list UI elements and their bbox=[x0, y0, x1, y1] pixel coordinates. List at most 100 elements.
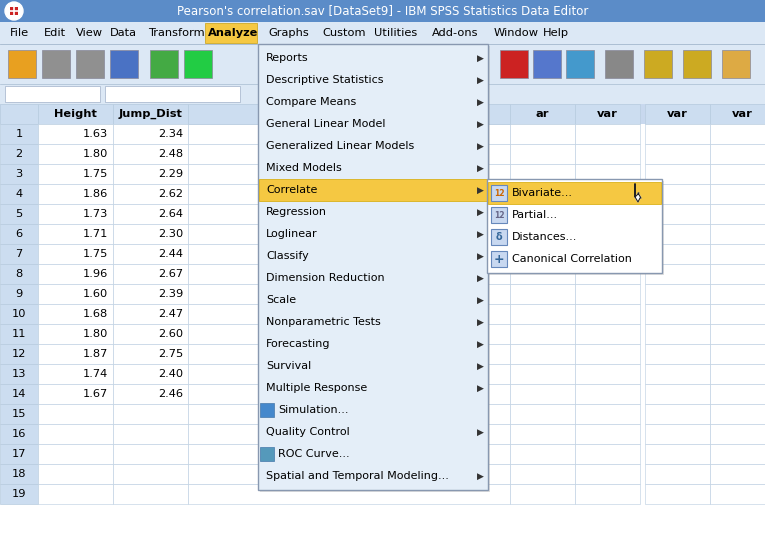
Bar bbox=[645, 244, 710, 264]
Bar bbox=[491, 229, 507, 245]
Bar bbox=[575, 364, 640, 384]
Bar bbox=[722, 50, 750, 78]
Bar bbox=[575, 264, 640, 284]
Bar bbox=[188, 464, 510, 484]
Bar bbox=[645, 384, 710, 404]
Text: Generalized Linear Models: Generalized Linear Models bbox=[266, 141, 415, 151]
Text: Canonical Correlation: Canonical Correlation bbox=[512, 254, 632, 264]
Bar bbox=[575, 344, 640, 364]
Bar bbox=[575, 124, 640, 144]
Text: ▶: ▶ bbox=[477, 251, 483, 261]
Bar bbox=[0, 224, 38, 244]
Bar bbox=[113, 384, 188, 404]
Bar bbox=[645, 304, 710, 324]
Bar bbox=[575, 464, 640, 484]
Bar bbox=[710, 244, 765, 264]
Bar bbox=[488, 182, 661, 204]
Bar bbox=[710, 344, 765, 364]
Text: Descriptive Statistics: Descriptive Statistics bbox=[266, 75, 383, 85]
Bar bbox=[113, 444, 188, 464]
Text: 2.40: 2.40 bbox=[158, 369, 183, 379]
Text: Regression: Regression bbox=[266, 207, 327, 217]
Bar bbox=[710, 284, 765, 304]
Bar bbox=[710, 404, 765, 424]
Text: Transform: Transform bbox=[148, 28, 204, 38]
Bar bbox=[645, 144, 710, 164]
Bar bbox=[0, 244, 38, 264]
Bar bbox=[710, 204, 765, 224]
Text: ▶: ▶ bbox=[477, 340, 483, 349]
Bar bbox=[113, 404, 188, 424]
Bar bbox=[491, 207, 507, 223]
Text: 2.48: 2.48 bbox=[158, 149, 183, 159]
Bar bbox=[150, 50, 178, 78]
Bar bbox=[575, 184, 640, 204]
Text: 2.64: 2.64 bbox=[158, 209, 183, 219]
Bar bbox=[113, 224, 188, 244]
Bar bbox=[510, 464, 575, 484]
Text: Quality Control: Quality Control bbox=[266, 427, 350, 437]
Text: Reports: Reports bbox=[266, 53, 308, 63]
Text: ▶: ▶ bbox=[477, 230, 483, 239]
Text: Jump_Dist: Jump_Dist bbox=[119, 109, 182, 119]
Bar bbox=[0, 124, 38, 144]
Text: 1.87: 1.87 bbox=[83, 349, 108, 359]
Text: 2.46: 2.46 bbox=[158, 389, 183, 399]
Bar bbox=[188, 184, 510, 204]
Bar bbox=[605, 50, 633, 78]
Bar bbox=[645, 424, 710, 444]
Bar bbox=[188, 124, 510, 144]
Text: +: + bbox=[493, 252, 504, 266]
Bar bbox=[0, 304, 38, 324]
Text: ▶: ▶ bbox=[477, 471, 483, 480]
Bar bbox=[38, 424, 113, 444]
Bar bbox=[510, 244, 575, 264]
Bar bbox=[533, 50, 561, 78]
Bar bbox=[575, 404, 640, 424]
Bar bbox=[710, 324, 765, 344]
Text: Loglinear: Loglinear bbox=[266, 229, 317, 239]
Bar bbox=[113, 424, 188, 444]
Bar bbox=[575, 444, 640, 464]
Bar bbox=[575, 324, 640, 344]
Bar bbox=[645, 444, 710, 464]
Bar bbox=[489, 181, 664, 275]
Text: Height: Height bbox=[54, 109, 97, 119]
Bar bbox=[710, 124, 765, 144]
Text: Partial...: Partial... bbox=[512, 210, 558, 220]
Text: 1.75: 1.75 bbox=[83, 169, 108, 179]
Text: 1.73: 1.73 bbox=[83, 209, 108, 219]
Bar bbox=[710, 444, 765, 464]
Text: ▶: ▶ bbox=[477, 384, 483, 393]
Bar bbox=[710, 484, 765, 504]
Bar bbox=[645, 164, 710, 184]
Bar bbox=[710, 164, 765, 184]
Bar bbox=[510, 184, 575, 204]
Text: 1.67: 1.67 bbox=[83, 389, 108, 399]
Text: ▶: ▶ bbox=[477, 163, 483, 172]
Bar bbox=[575, 144, 640, 164]
Bar bbox=[38, 304, 113, 324]
Bar bbox=[645, 324, 710, 344]
Text: 7: 7 bbox=[15, 249, 23, 259]
Bar bbox=[575, 224, 640, 244]
Bar bbox=[487, 179, 662, 273]
Text: Forecasting: Forecasting bbox=[266, 339, 330, 349]
Bar bbox=[113, 144, 188, 164]
Bar bbox=[510, 104, 575, 124]
Bar bbox=[645, 184, 710, 204]
Bar bbox=[500, 50, 528, 78]
Bar bbox=[491, 251, 507, 267]
Text: 4: 4 bbox=[15, 189, 22, 199]
Text: Mixed Models: Mixed Models bbox=[266, 163, 342, 173]
Bar bbox=[38, 484, 113, 504]
Bar bbox=[76, 50, 104, 78]
Text: 1.80: 1.80 bbox=[83, 329, 108, 339]
Text: 12: 12 bbox=[11, 349, 26, 359]
Bar bbox=[0, 84, 765, 104]
Bar bbox=[260, 46, 490, 492]
Bar bbox=[38, 324, 113, 344]
Bar bbox=[575, 384, 640, 404]
Bar bbox=[0, 364, 38, 384]
Text: Pearson's correlation.sav [DataSet9] - IBM SPSS Statistics Data Editor: Pearson's correlation.sav [DataSet9] - I… bbox=[177, 4, 589, 17]
